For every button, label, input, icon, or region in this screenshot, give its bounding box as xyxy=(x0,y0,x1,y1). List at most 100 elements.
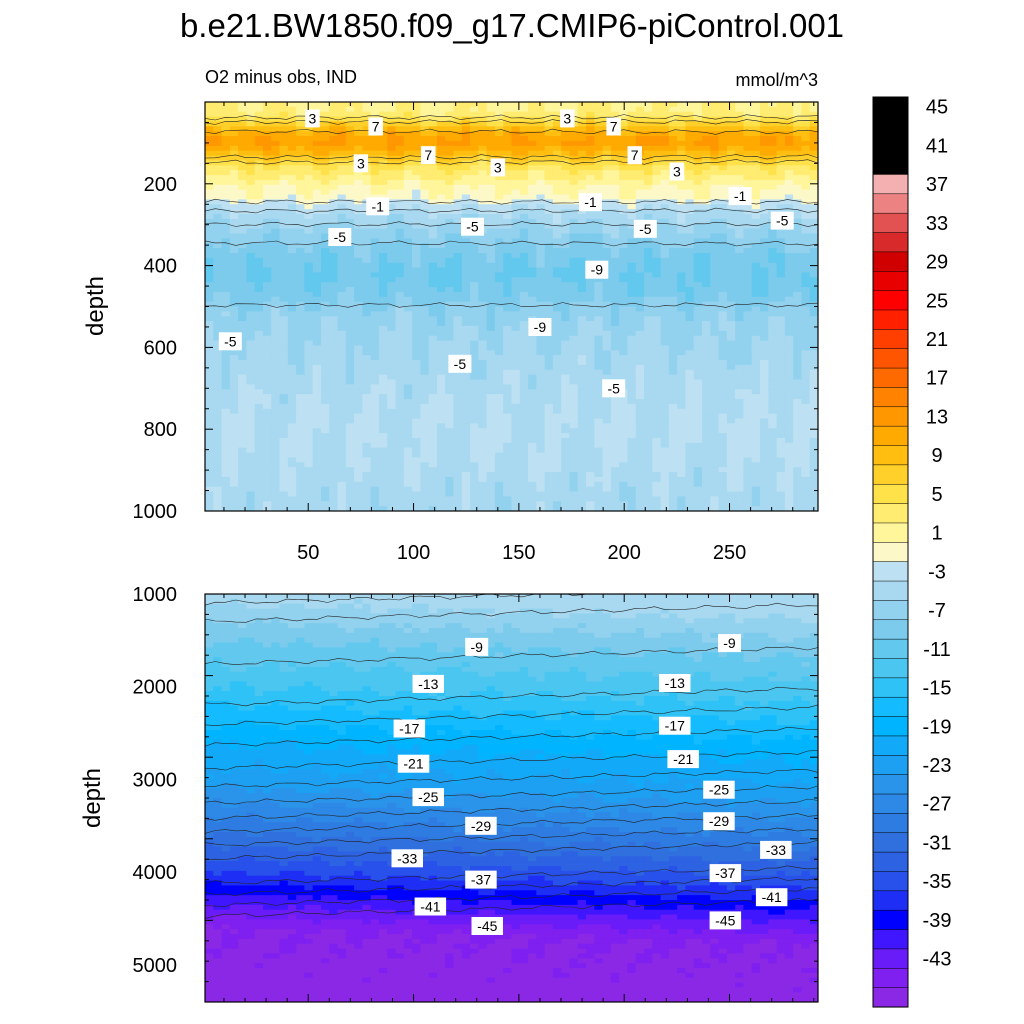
upper-field-cell xyxy=(461,145,471,152)
upper-field-cell xyxy=(271,345,281,351)
upper-field-cell xyxy=(312,233,322,239)
upper-field-cell xyxy=(544,311,554,317)
upper-field-cell xyxy=(470,257,479,264)
upper-field-cell xyxy=(329,506,339,511)
upper-field-cell xyxy=(668,238,678,244)
upper-field-cell xyxy=(337,501,347,507)
upper-field-cell xyxy=(262,243,272,249)
upper-field-cell xyxy=(362,486,372,493)
upper-field-cell xyxy=(345,394,355,400)
upper-field-cell xyxy=(652,369,662,376)
upper-field-cell xyxy=(486,330,496,337)
upper-field-cell xyxy=(635,389,645,395)
upper-field-cell xyxy=(205,452,214,459)
upper-field-cell xyxy=(552,282,562,288)
upper-field-cell xyxy=(536,481,546,488)
upper-field-cell xyxy=(395,403,405,410)
upper-field-cell xyxy=(304,442,314,449)
upper-field-cell xyxy=(445,321,455,327)
upper-field-cell xyxy=(652,204,662,210)
upper-field-cell xyxy=(345,194,355,200)
upper-field-cell xyxy=(470,340,479,347)
upper-field-cell xyxy=(403,369,413,376)
upper-field-cell xyxy=(213,325,223,332)
upper-field-cell xyxy=(271,506,281,511)
upper-field-cell xyxy=(644,296,653,303)
upper-field-cell xyxy=(387,496,397,502)
upper-field-cell xyxy=(420,121,430,127)
upper-field-cell xyxy=(279,102,289,108)
upper-field-cell xyxy=(213,433,223,439)
upper-field-cell xyxy=(312,102,322,108)
upper-field-cell xyxy=(254,462,264,468)
upper-field-cell xyxy=(503,345,513,351)
upper-field-cell xyxy=(552,262,562,269)
upper-field-cell xyxy=(337,145,347,152)
upper-field-cell xyxy=(337,433,347,439)
upper-field-cell xyxy=(602,155,612,162)
upper-field-cell xyxy=(610,437,620,444)
upper-field-cell xyxy=(561,296,571,303)
upper-field-cell xyxy=(246,369,256,376)
upper-field-cell xyxy=(320,170,330,176)
upper-field-cell xyxy=(436,248,446,254)
upper-field-cell xyxy=(610,462,620,468)
upper-field-cell xyxy=(395,243,405,249)
upper-field-cell xyxy=(436,486,446,493)
upper-field-cell xyxy=(627,506,637,511)
upper-field-cell xyxy=(329,184,339,191)
upper-field-cell xyxy=(552,257,562,264)
upper-field-cell xyxy=(329,413,339,420)
upper-field-cell xyxy=(320,204,330,210)
upper-field-cell xyxy=(403,501,413,507)
upper-field-cell xyxy=(552,408,562,415)
upper-field-cell xyxy=(635,252,645,259)
upper-field-cell xyxy=(354,442,363,449)
upper-field-cell xyxy=(354,301,363,308)
upper-field-cell xyxy=(677,223,687,230)
upper-field-cell xyxy=(320,345,330,351)
upper-field-cell xyxy=(436,136,446,142)
upper-field-cell xyxy=(420,486,430,493)
upper-field-cell xyxy=(403,228,413,235)
upper-field-cell xyxy=(337,399,347,405)
upper-field-cell xyxy=(387,340,397,347)
upper-field-cell xyxy=(205,184,214,191)
upper-field-cell xyxy=(254,481,264,488)
upper-field-cell xyxy=(486,355,496,361)
upper-field-cell xyxy=(635,213,645,220)
upper-field-cell xyxy=(345,350,355,356)
upper-field-cell xyxy=(329,213,339,220)
upper-field-cell xyxy=(494,399,504,405)
upper-field-cell xyxy=(271,369,281,376)
upper-field-cell xyxy=(271,204,281,210)
upper-field-cell xyxy=(378,374,388,381)
upper-field-cell xyxy=(420,325,430,332)
upper-field-cell xyxy=(470,428,479,434)
upper-field-cell xyxy=(370,102,380,108)
upper-field-cell xyxy=(337,282,347,288)
upper-field-cell xyxy=(262,189,272,196)
upper-field-cell xyxy=(685,306,695,312)
upper-field-cell xyxy=(387,267,397,274)
upper-field-cell xyxy=(320,506,330,511)
upper-field-cell xyxy=(262,311,272,317)
upper-field-cell xyxy=(271,184,281,191)
upper-field-cell xyxy=(561,257,571,264)
upper-field-cell xyxy=(602,486,612,493)
upper-field-cell xyxy=(478,277,488,283)
upper-field-cell xyxy=(354,355,363,361)
upper-field-cell xyxy=(445,199,455,205)
upper-field-cell xyxy=(561,301,571,308)
upper-field-cell xyxy=(378,194,388,200)
upper-field-cell xyxy=(345,160,355,166)
upper-field-cell xyxy=(428,335,438,342)
upper-field-cell xyxy=(213,145,223,152)
upper-field-cell xyxy=(287,102,297,108)
upper-field-cell xyxy=(213,243,223,249)
upper-field-cell xyxy=(478,433,488,439)
upper-field-cell xyxy=(652,150,662,157)
upper-field-cell xyxy=(519,486,529,493)
upper-field-cell xyxy=(486,418,496,424)
upper-field-cell xyxy=(337,306,347,312)
